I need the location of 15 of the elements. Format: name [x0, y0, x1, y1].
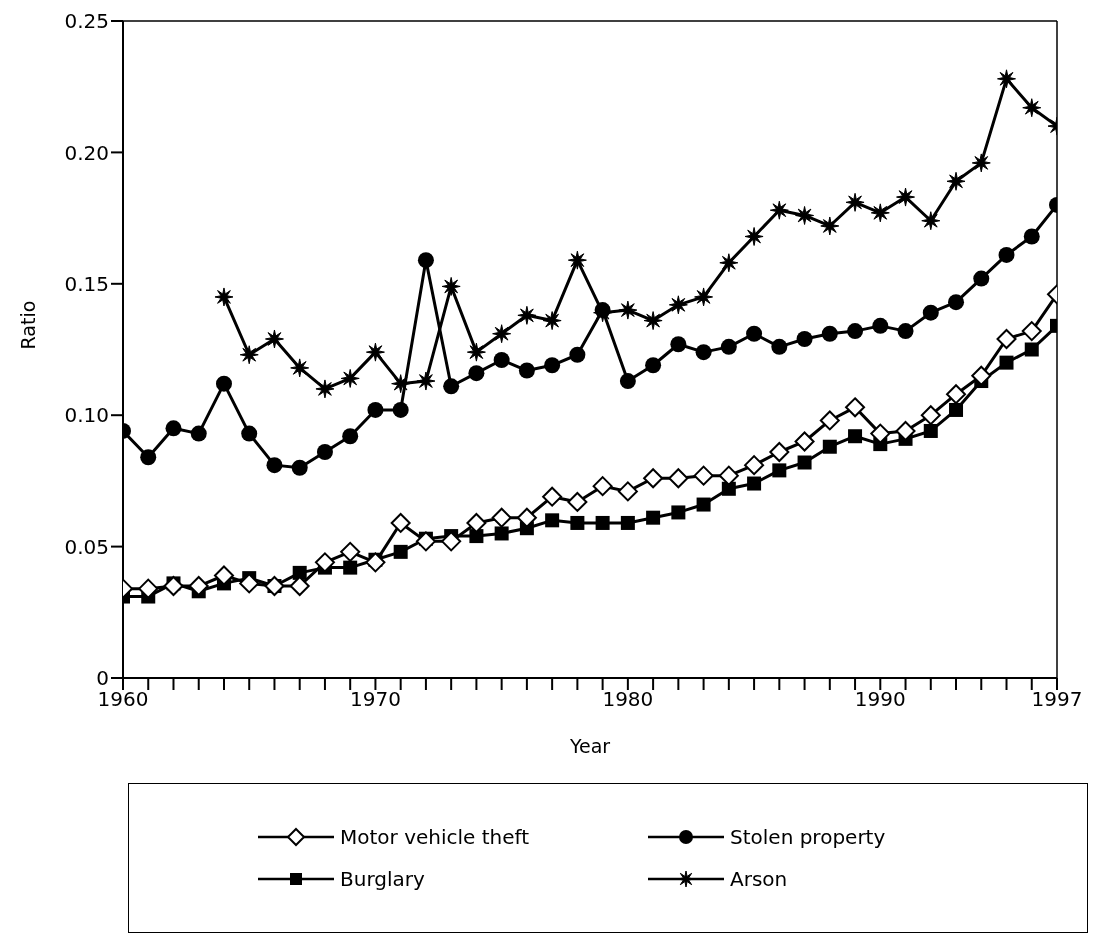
y-tick-label: 0.25 [64, 9, 109, 34]
legend-label: Arson [730, 867, 788, 891]
legend-label: Motor vehicle theft [340, 825, 530, 849]
x-tick-label: 1980 [602, 687, 654, 712]
x-tick-label: 1990 [854, 687, 906, 712]
x-axis-title: Year [568, 735, 611, 757]
y-tick-label: 0.05 [64, 534, 109, 559]
legend-label: Burglary [340, 867, 425, 891]
legend-label: Stolen property [730, 825, 886, 849]
x-tick-label: 1970 [349, 687, 401, 712]
y-axis-title: Ratio [16, 300, 39, 350]
y-tick-label: 0.15 [64, 271, 109, 296]
y-tick-label: 0.10 [64, 403, 109, 428]
y-tick-label: 0.20 [64, 140, 109, 165]
x-tick-label: 1997 [1031, 687, 1083, 712]
